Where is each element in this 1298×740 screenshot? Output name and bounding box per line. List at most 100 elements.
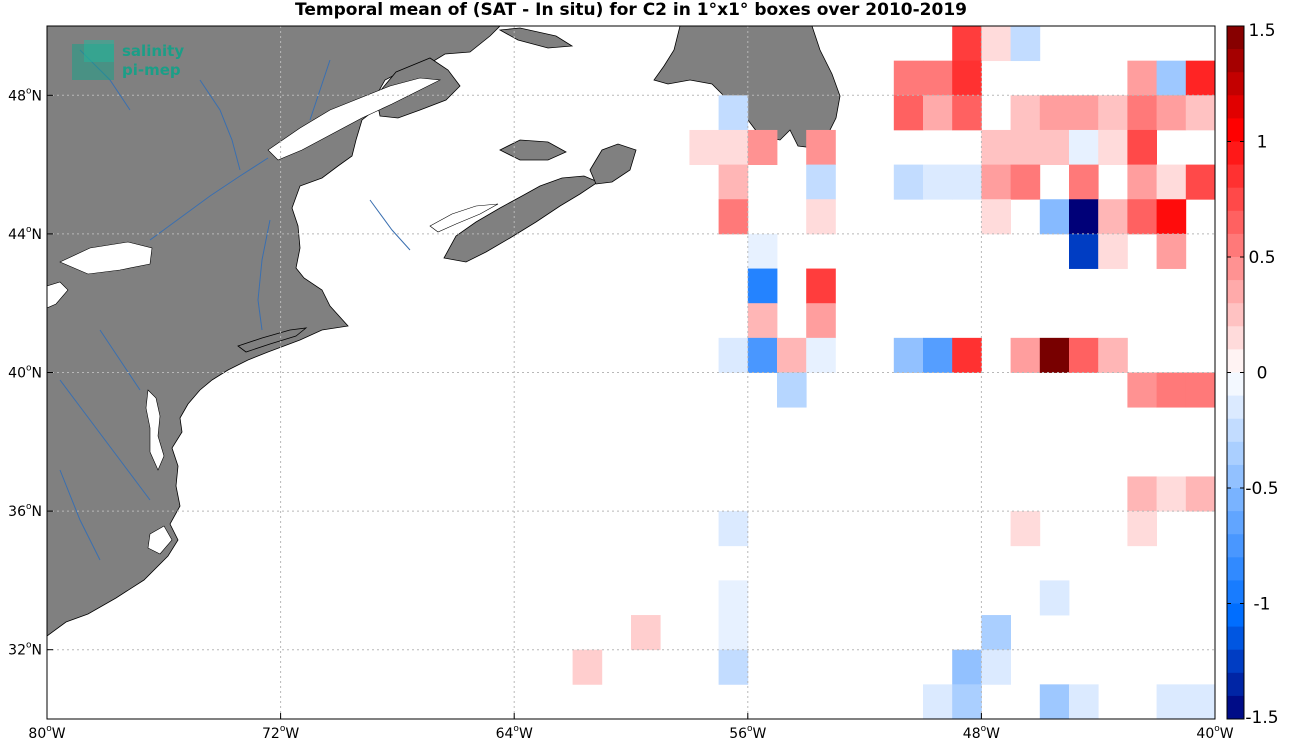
colorbar-segment	[1227, 534, 1244, 558]
colorbar-segment	[1227, 372, 1244, 397]
land-layer	[47, 26, 841, 637]
data-box-79	[718, 511, 749, 547]
data-box-87	[631, 615, 661, 651]
data-box-63	[923, 337, 953, 373]
data-box-84	[718, 580, 749, 616]
prince-edward-island	[499, 139, 567, 161]
colorbar-segment	[1227, 257, 1244, 281]
data-box-38	[1069, 164, 1099, 200]
data-box-99	[1156, 684, 1187, 719]
data-box-27	[1039, 129, 1070, 165]
data-box-88	[981, 615, 1011, 651]
logo-mark-2	[84, 40, 114, 62]
colorbar-segment	[1227, 187, 1244, 212]
plot-frame	[46, 25, 1216, 720]
data-box-22	[718, 129, 749, 165]
data-box-49	[1156, 199, 1187, 235]
logo-line-2: pi-mep	[122, 61, 181, 79]
data-box-94	[1244, 650, 1274, 685]
data-box-46	[1069, 199, 1099, 235]
data-box-93	[981, 649, 1011, 685]
cape-breton	[589, 143, 637, 185]
data-box-72	[1185, 372, 1215, 408]
long-island	[237, 327, 308, 353]
boxes-layer	[572, 26, 1274, 719]
data-box-95	[923, 684, 953, 719]
map-title: Temporal mean of (SAT - In situ) for C2 …	[295, 0, 967, 20]
st-lawrence-estuary	[267, 77, 442, 161]
colorbar-segment	[1227, 441, 1244, 466]
data-box-76	[1156, 476, 1187, 512]
colorbar-segment	[1227, 326, 1244, 350]
data-box-55	[806, 268, 836, 304]
data-box-41	[1185, 164, 1215, 200]
data-box-21	[689, 129, 719, 165]
y-tick-label: 32oN	[8, 641, 42, 659]
colorbar-tick-label: 0.5	[1248, 248, 1275, 268]
colorbar-tick-label: -1.5	[1245, 708, 1278, 728]
x-tick-label: 80oW	[28, 724, 65, 740]
colorbar-segment	[1227, 603, 1244, 628]
data-box-24	[806, 129, 836, 165]
data-box-10	[893, 95, 924, 131]
data-box-26	[1010, 129, 1041, 165]
data-box-35	[952, 164, 982, 200]
chesapeake-bay	[145, 389, 165, 471]
y-tick-label: 48oN	[8, 86, 42, 104]
colorbar-segment	[1227, 72, 1244, 96]
data-box-71	[1156, 372, 1187, 408]
colorbar-segment	[1227, 118, 1244, 142]
data-box-90	[572, 649, 603, 685]
river-5	[59, 379, 151, 501]
data-box-54	[747, 268, 778, 304]
river-8	[59, 469, 101, 561]
data-box-45	[1039, 199, 1070, 235]
rivers	[59, 49, 411, 561]
data-box-6	[1127, 60, 1157, 96]
data-box-40	[1156, 164, 1187, 200]
data-box-81	[1127, 511, 1157, 547]
data-box-59	[747, 337, 778, 373]
data-box-37	[1010, 164, 1041, 200]
colorbar-segment	[1227, 210, 1244, 235]
data-box-67	[1069, 337, 1099, 373]
data-box-100	[1185, 684, 1215, 719]
colorbar-segment	[1227, 233, 1244, 258]
colorbar-segment	[1227, 418, 1244, 443]
data-box-97	[1039, 684, 1070, 719]
colorbar-segment	[1227, 672, 1244, 697]
x-tick-label: 56oW	[729, 724, 766, 740]
data-box-42	[718, 199, 749, 235]
logo-line-1: salinity	[122, 42, 184, 60]
x-tick-label: 40oW	[1196, 724, 1233, 740]
data-box-4	[923, 60, 953, 96]
data-box-13	[1010, 95, 1041, 131]
data-box-53	[1156, 233, 1187, 269]
data-box-7	[1156, 60, 1187, 96]
colorbar-tick-label: 0	[1257, 364, 1268, 384]
colorbar-segment	[1227, 141, 1244, 166]
graticule	[46, 26, 1216, 719]
data-box-33	[893, 164, 924, 200]
data-box-12	[952, 95, 982, 131]
bay-of-fundy	[429, 203, 499, 233]
data-box-50	[747, 233, 778, 269]
data-box-47	[1098, 199, 1128, 235]
data-box-28	[1069, 129, 1099, 165]
data-box-85	[1039, 580, 1070, 616]
anticosti-island	[498, 27, 574, 49]
st-lawrence-river	[149, 157, 269, 241]
data-box-32	[806, 164, 836, 200]
x-tick-label: 64oW	[496, 724, 533, 740]
colorbar	[1226, 25, 1245, 720]
data-box-30	[1127, 129, 1157, 165]
data-box-3	[893, 60, 924, 96]
data-box-64	[952, 337, 982, 373]
data-box-98	[1069, 684, 1099, 719]
salinity-pi-mep-logo: salinity pi-mep	[72, 40, 184, 80]
data-box-23	[747, 129, 778, 165]
data-box-51	[1069, 233, 1099, 269]
data-box-56	[747, 303, 778, 339]
data-box-75	[1127, 476, 1157, 512]
